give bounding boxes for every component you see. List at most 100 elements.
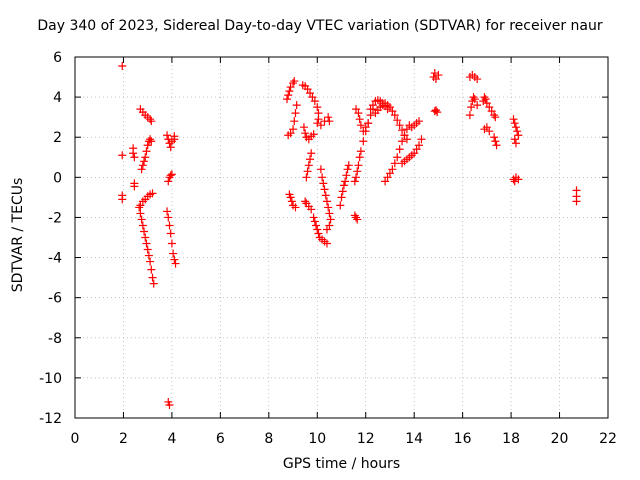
data-point <box>118 151 127 160</box>
x-tick-label: 20 <box>551 431 569 447</box>
data-point <box>482 123 491 132</box>
data-point <box>136 209 145 218</box>
data-point <box>513 127 522 136</box>
data-point <box>312 221 321 230</box>
x-tick-label: 0 <box>71 431 80 447</box>
data-point <box>303 167 312 176</box>
data-point <box>510 177 519 186</box>
data-point <box>415 117 424 126</box>
data-point <box>341 177 350 186</box>
y-tick-label: 2 <box>53 130 62 146</box>
data-point <box>308 93 317 102</box>
data-point <box>481 95 490 104</box>
grid-lines <box>75 57 608 418</box>
data-point <box>324 203 333 212</box>
data-point <box>473 101 482 110</box>
data-point <box>485 127 494 136</box>
data-point <box>170 135 179 144</box>
data-point <box>417 135 426 144</box>
data-point <box>324 113 333 122</box>
data-point <box>352 173 361 182</box>
data-point <box>313 119 322 128</box>
data-point <box>289 125 298 134</box>
data-point <box>511 123 520 132</box>
data-point <box>291 203 300 212</box>
data-point <box>309 213 318 222</box>
chart-title: Day 340 of 2023, Sidereal Day-to-day VTE… <box>37 18 603 34</box>
data-point <box>381 177 390 186</box>
data-point <box>485 103 494 112</box>
data-point <box>319 179 328 188</box>
data-point <box>469 93 478 102</box>
data-point <box>352 213 361 222</box>
data-point <box>136 201 145 210</box>
data-point <box>292 101 301 110</box>
data-point <box>395 145 404 154</box>
data-point <box>166 229 175 238</box>
y-tick-label: -8 <box>48 331 62 347</box>
data-point <box>383 173 392 182</box>
data-point <box>290 117 299 126</box>
data-point <box>368 101 377 110</box>
data-point <box>473 75 482 84</box>
data-point <box>353 215 362 224</box>
data-point <box>393 116 402 125</box>
data-point <box>137 165 146 174</box>
data-point <box>359 137 368 146</box>
data-point <box>147 117 156 126</box>
data-point <box>171 259 180 268</box>
data-point <box>301 129 310 138</box>
y-tick-label: 0 <box>53 170 62 186</box>
data-point <box>393 153 402 162</box>
data-point <box>287 197 296 206</box>
plot-frame <box>74 56 609 419</box>
data-point <box>306 155 315 164</box>
data-point <box>149 279 158 288</box>
data-point <box>299 123 308 132</box>
data-point <box>282 95 291 104</box>
data-points <box>118 62 581 409</box>
data-point <box>307 205 316 214</box>
data-point <box>314 115 323 124</box>
data-point <box>359 127 368 136</box>
data-point <box>146 115 155 124</box>
data-point <box>336 201 345 210</box>
y-tick-label: -2 <box>48 210 62 226</box>
data-point <box>118 195 127 204</box>
data-point <box>431 75 440 84</box>
data-point <box>511 139 520 148</box>
data-point <box>364 119 373 128</box>
data-point <box>343 165 352 174</box>
data-point <box>509 115 518 124</box>
data-point <box>118 62 127 71</box>
data-point <box>314 229 323 238</box>
data-point <box>137 215 146 224</box>
data-point <box>388 165 397 174</box>
data-point <box>398 137 407 146</box>
y-tick-label: 6 <box>53 50 62 66</box>
tick-labels: 0 2 4 6 8 10 12 14 16 18 20 22 -12 -10 -8 -6 -4 -2 0 2 4 6 <box>39 50 617 447</box>
data-point <box>325 117 334 126</box>
data-point <box>465 111 474 120</box>
data-point <box>433 108 442 117</box>
data-point <box>290 77 299 86</box>
data-point <box>366 105 375 114</box>
y-tick-label: 4 <box>53 90 62 106</box>
data-point <box>326 215 335 224</box>
y-tick-label: -6 <box>48 291 62 307</box>
data-point <box>286 193 295 202</box>
x-tick-label: 22 <box>599 431 617 447</box>
data-point <box>322 225 331 234</box>
data-point <box>148 273 157 282</box>
data-point <box>350 177 359 186</box>
data-point <box>141 153 150 162</box>
data-point <box>492 141 501 150</box>
data-point <box>325 221 334 230</box>
data-point <box>286 129 295 138</box>
data-point <box>165 221 174 230</box>
data-point <box>170 255 179 264</box>
data-point <box>138 161 147 170</box>
data-point <box>354 109 363 118</box>
data-point <box>302 173 311 182</box>
